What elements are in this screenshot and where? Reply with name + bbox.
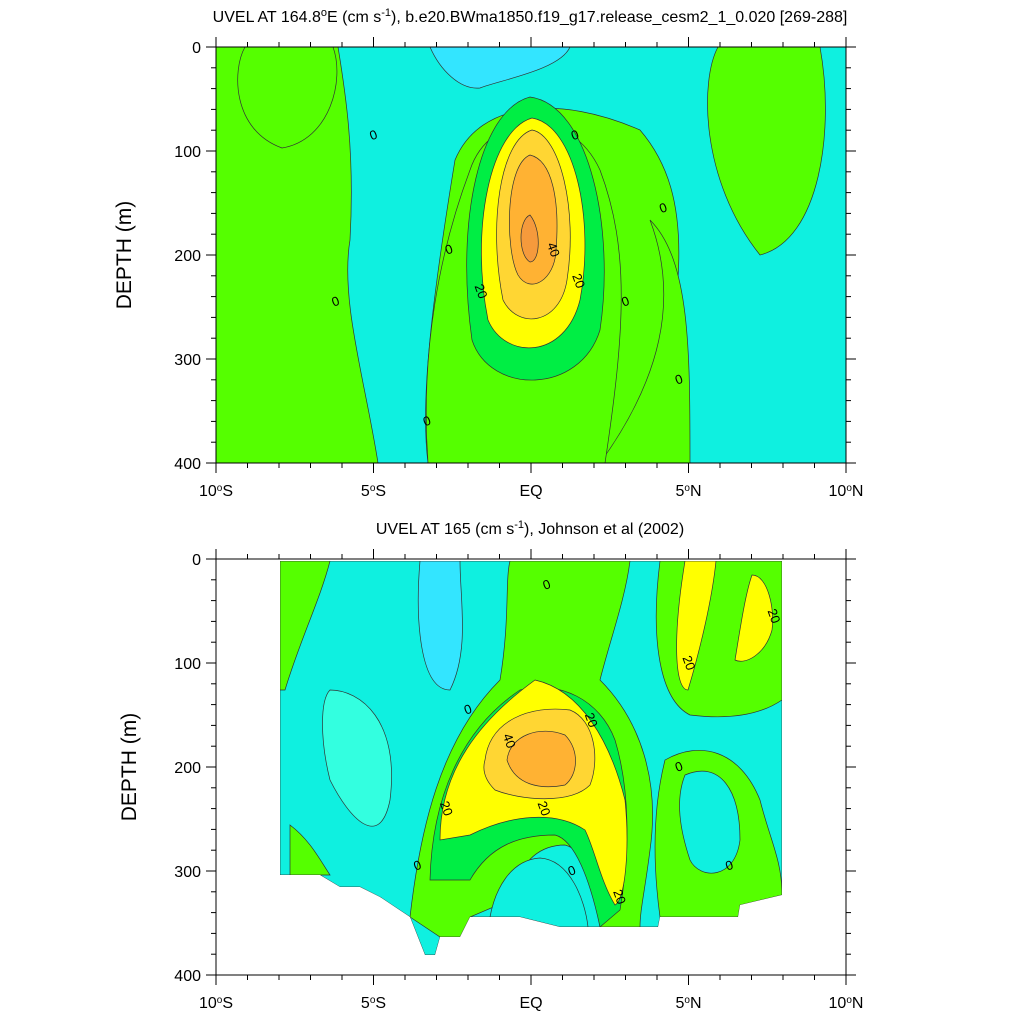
y-tick-label: 200 (174, 248, 201, 265)
x-tick-label: 5oS (361, 483, 386, 501)
contour-label: 40 (500, 731, 519, 750)
contour-label: 20 (582, 711, 601, 730)
x-tick-label: 10oN (829, 995, 864, 1013)
contour-region (289, 824, 331, 876)
x-tick-label: 5oN (675, 995, 701, 1013)
contour-label: 0 (673, 758, 685, 775)
y-tick-label: 400 (174, 968, 201, 985)
contour-label: 0 (723, 857, 735, 874)
y-tick-label: 400 (174, 456, 201, 473)
contour-region (599, 219, 691, 463)
contour-region (734, 574, 773, 662)
y-tick-label: 0 (192, 552, 201, 569)
contour-label: 20 (472, 282, 491, 301)
contour-label: 20 (610, 887, 629, 906)
x-tick-label: 10oN (829, 483, 864, 501)
y-axis-label: DEPTH (m) (118, 713, 141, 822)
contour-region (707, 47, 826, 256)
contour-label: 0 (657, 199, 669, 216)
contour-label: 0 (569, 127, 581, 144)
y-tick-label: 0 (192, 40, 201, 57)
contour-label: 0 (367, 127, 379, 144)
x-tick-label: EQ (519, 483, 542, 500)
contour-labels-model: 0 0 0 0 0 0 0 0 40 20 20 (330, 127, 685, 430)
x-tick-label: 10oS (199, 995, 233, 1013)
contour-label: 0 (673, 371, 685, 388)
x-tick-label: EQ (519, 995, 542, 1012)
contour-label: 20 (437, 799, 456, 818)
contour-region (506, 730, 576, 788)
contour-label: 0 (462, 701, 474, 718)
contour-region (520, 214, 539, 263)
y-tick-label: 100 (174, 144, 201, 161)
contour-region (429, 47, 571, 89)
panel-model: 0 0 0 0 0 0 0 0 40 20 20 10oS 5oS EQ 5oN 10oN 0 100 200 30… (113, 7, 863, 500)
y-tick-label: 300 (174, 864, 201, 881)
contour-region (417, 560, 463, 691)
contour-fill-observation (216, 559, 846, 975)
no-data-mask (216, 559, 846, 975)
contour-label: 0 (421, 413, 433, 430)
contour-region (489, 857, 589, 928)
contour-region (679, 770, 741, 874)
contour-fill-model (216, 47, 846, 463)
contour-region (237, 47, 338, 149)
contour-label: 0 (619, 293, 631, 310)
y-tick-label: 300 (174, 352, 201, 369)
y-tick-label: 200 (174, 760, 201, 777)
contour-region (279, 560, 331, 691)
y-axis-label: DEPTH (m) (113, 201, 136, 310)
contour-label: 0 (443, 241, 455, 258)
contour-label: 20 (569, 271, 588, 290)
y-tick-label: 100 (174, 656, 201, 673)
chart-title: UVEL AT 164.8oE (cm s-1), b.e20.BWma1850… (213, 7, 848, 26)
contour-label: 0 (566, 862, 578, 879)
contour-label: 40 (544, 240, 563, 259)
contour-region (676, 560, 717, 691)
x-tick-label: 5oS (361, 995, 386, 1013)
contour-label: 0 (411, 857, 423, 874)
contour-label: 20 (679, 653, 698, 672)
contour-label: 20 (535, 799, 554, 818)
contour-labels-observation: 0 20 20 0 20 40 0 20 20 0 0 0 20 (411, 576, 783, 906)
contour-region (322, 689, 392, 827)
x-tick-label: 10oS (199, 483, 233, 501)
contour-label: 20 (764, 607, 783, 626)
x-tick-label: 5oN (675, 483, 701, 501)
contour-label: 0 (330, 293, 342, 310)
contour-label: 0 (541, 576, 553, 593)
chart-title: UVEL AT 165 (cm s-1), Johnson et al (200… (376, 519, 684, 538)
